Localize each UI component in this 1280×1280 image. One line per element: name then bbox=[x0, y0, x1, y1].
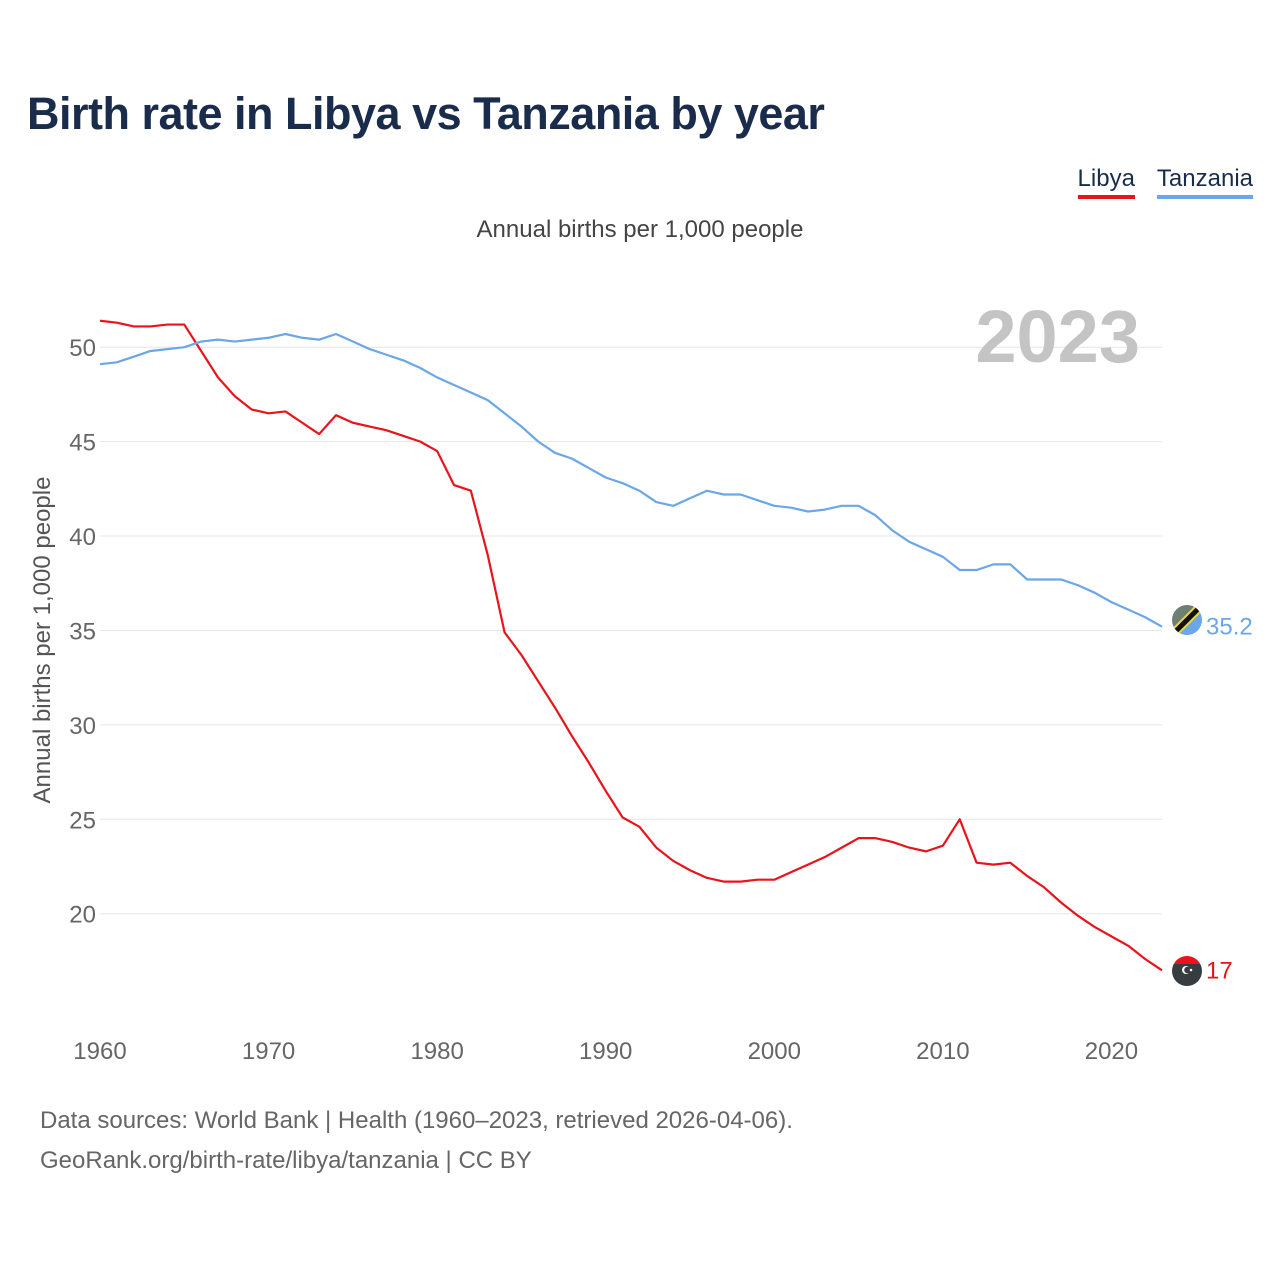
series-line-libya[interactable] bbox=[99, 319, 1163, 972]
source-line-1: Data sources: World Bank | Health (1960–… bbox=[40, 1107, 793, 1134]
y-tick-label-30: 30 bbox=[69, 713, 96, 740]
source-line-2[interactable]: GeoRank.org/birth-rate/libya/tanzania | … bbox=[40, 1147, 532, 1174]
y-axis-label: Annual births per 1,000 people bbox=[29, 477, 56, 804]
end-label-libya: 17 bbox=[1206, 957, 1233, 984]
tanzania-flag-icon bbox=[1172, 605, 1202, 635]
year-watermark: 2023 bbox=[975, 295, 1140, 378]
y-tick-label-40: 40 bbox=[69, 524, 96, 551]
libya-flag-icon bbox=[1172, 956, 1202, 986]
end-label-tanzania: 35.2 bbox=[1206, 614, 1253, 641]
x-tick-label-2010: 2010 bbox=[916, 1038, 969, 1065]
y-tick-label-45: 45 bbox=[69, 430, 96, 457]
chart-subtitle: Annual births per 1,000 people bbox=[476, 216, 804, 243]
legend: Libya Tanzania bbox=[1077, 165, 1253, 199]
x-tick-label-1980: 1980 bbox=[410, 1038, 463, 1065]
y-tick-label-25: 25 bbox=[69, 807, 96, 834]
legend-item-tanzania[interactable]: Tanzania bbox=[1156, 165, 1253, 199]
x-tick-label-2020: 2020 bbox=[1085, 1038, 1138, 1065]
x-tick-label-1970: 1970 bbox=[242, 1038, 295, 1065]
y-tick-label-35: 35 bbox=[69, 618, 96, 645]
legend-item-libya[interactable]: Libya bbox=[1077, 165, 1135, 199]
y-tick-label-20: 20 bbox=[69, 902, 96, 929]
x-tick-label-1990: 1990 bbox=[579, 1038, 632, 1065]
chart-title: Birth rate in Libya vs Tanzania by year bbox=[27, 88, 825, 139]
y-tick-label-50: 50 bbox=[69, 335, 96, 362]
x-tick-label-2000: 2000 bbox=[748, 1038, 801, 1065]
x-tick-label-1960: 1960 bbox=[73, 1038, 126, 1065]
series-line-tanzania[interactable] bbox=[99, 332, 1163, 628]
